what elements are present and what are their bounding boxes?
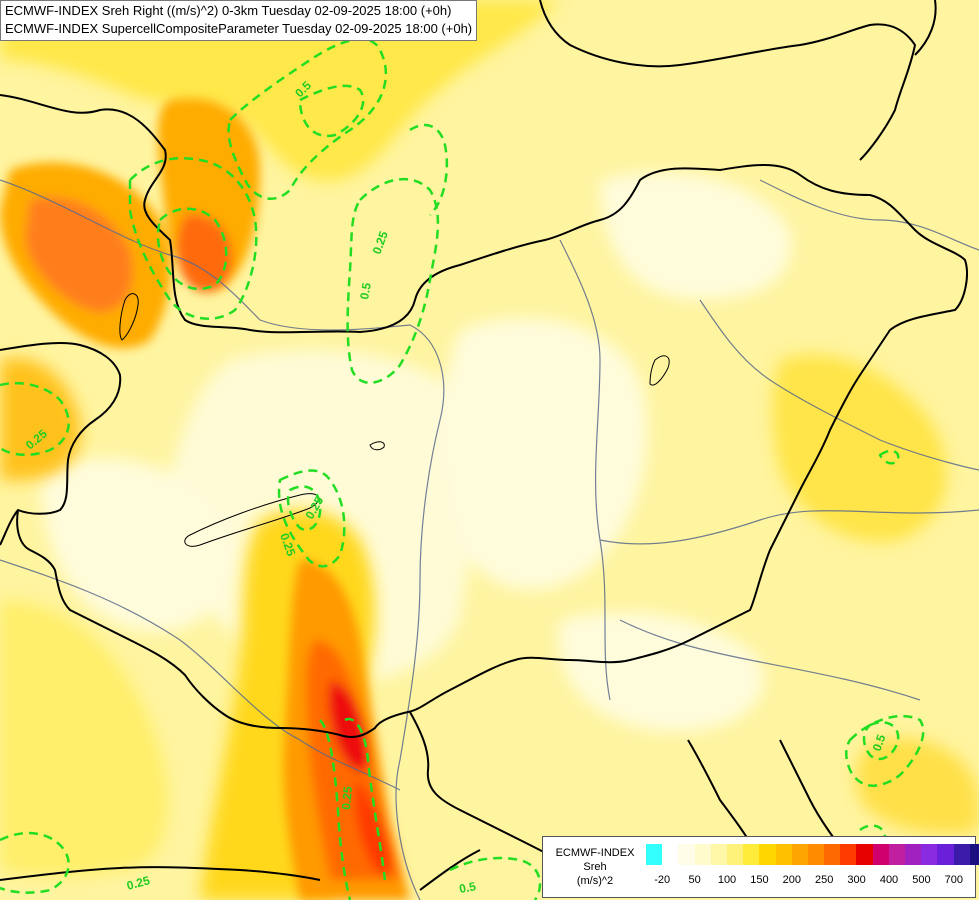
legend-title: ECMWF-INDEX Sreh (m/s)^2 [547, 846, 643, 888]
legend-swatch [694, 844, 711, 865]
legend-swatch [775, 844, 792, 865]
legend-tick-label: 50 [688, 874, 701, 886]
legend-tick-label: 300 [847, 874, 866, 886]
map-title-box: ECMWF-INDEX Sreh Right ((m/s)^2) 0-3km T… [0, 0, 478, 41]
legend-swatch [726, 844, 744, 865]
legend-swatch [646, 844, 663, 865]
contour-label: 0.25 [125, 873, 151, 893]
contour-label: 0.5 [870, 732, 889, 753]
legend-swatch [710, 844, 727, 865]
legend-swatch [807, 844, 825, 865]
legend-swatch [791, 844, 808, 865]
scp-contours [0, 37, 925, 900]
legend-swatch [662, 844, 679, 865]
legend-swatch [759, 844, 776, 865]
legend-title-unit: (m/s)^2 [576, 875, 614, 887]
rivers [0, 179, 979, 900]
legend-tick-label: 700 [944, 874, 963, 886]
legend-swatch [921, 844, 938, 865]
legend-swatch [905, 844, 922, 865]
legend-swatch [856, 844, 873, 865]
legend-swatch [678, 844, 695, 865]
legend-tick-label: 500 [912, 874, 931, 886]
legend-tick-label: 150 [750, 874, 769, 886]
legend-tick-label: 400 [879, 874, 899, 886]
legend-swatch [840, 844, 857, 865]
title-line-1: ECMWF-INDEX Sreh Right ((m/s)^2) 0-3km T… [5, 3, 452, 18]
high-sreh-areas [0, 98, 410, 900]
legend-swatch [953, 844, 970, 865]
contour-label: 0.5 [458, 879, 477, 896]
legend-swatch [824, 844, 841, 865]
legend-tick-label: 250 [815, 874, 834, 886]
legend-title-model: ECMWF-INDEX [555, 847, 635, 859]
color-legend: ECMWF-INDEX Sreh (m/s)^2 -20 50 100 150 200 2… [542, 836, 979, 898]
legend-tick-label: -20 [654, 874, 671, 886]
legend-ticks: -20 50 100 150 200 250 300 400 500 700 [646, 874, 971, 890]
contour-label: 0.25 [339, 785, 355, 810]
legend-swatch [743, 844, 760, 865]
legend-swatch [937, 844, 954, 865]
contour-labels: 0.5 0.25 0.5 0.25 0.25 0.25 0.5 0.25 0.2… [23, 78, 889, 896]
legend-swatch [872, 844, 889, 865]
contour-label: 0.5 [357, 281, 374, 300]
legend-swatch [969, 844, 979, 865]
legend-tick-label: 100 [717, 874, 737, 886]
lakes [119, 293, 670, 547]
legend-title-variable: Sreh [583, 861, 607, 873]
legend-swatches [646, 844, 979, 865]
legend-tick-label: 200 [782, 874, 801, 886]
title-line-2: ECMWF-INDEX SupercellCompositeParameter … [5, 21, 473, 36]
legend-swatch [888, 844, 905, 865]
